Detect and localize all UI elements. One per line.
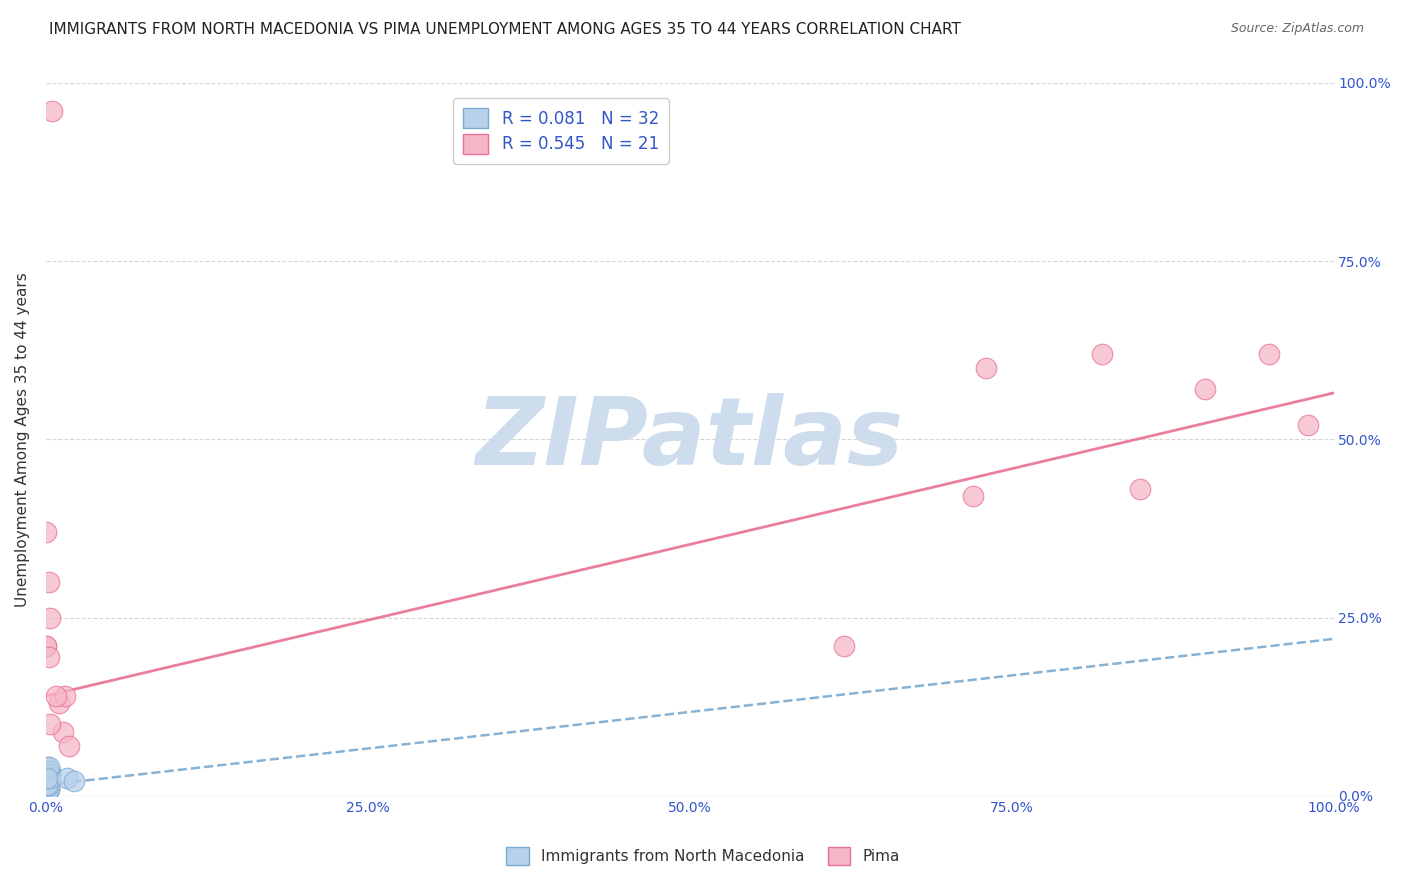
Point [37,778,59,792]
Point [974,361,997,376]
Point [38,760,60,774]
Point [38,771,60,785]
Legend: Immigrants from North Macedonia, Pima: Immigrants from North Macedonia, Pima [501,841,905,871]
Point [1258,347,1281,361]
Point [41,104,63,119]
Point [38,649,60,664]
Point [38,774,60,789]
Point [37,771,59,785]
Text: IMMIGRANTS FROM NORTH MACEDONIA VS PIMA UNEMPLOYMENT AMONG AGES 35 TO 44 YEARS C: IMMIGRANTS FROM NORTH MACEDONIA VS PIMA … [49,22,962,37]
Point [38,767,60,781]
Point [38,781,60,796]
Point [37,774,59,789]
Point [38,767,60,781]
Point [37,760,59,774]
Point [38,610,60,624]
Point [832,639,855,653]
Point [38,781,60,796]
Point [38,771,60,785]
Point [37,771,59,785]
Point [38,778,60,792]
Point [37,764,59,778]
Point [37,774,59,789]
Text: Source: ZipAtlas.com: Source: ZipAtlas.com [1230,22,1364,36]
Point [37,771,59,785]
Point [52,724,75,739]
Point [37,771,59,785]
Point [37,764,59,778]
Point [53,689,76,703]
Point [35,639,58,653]
Point [38,774,60,789]
Point [1091,347,1114,361]
Point [37,767,59,781]
Point [1129,482,1152,496]
Point [48,696,70,710]
Text: ZIPatlas: ZIPatlas [475,393,904,485]
Point [45,689,67,703]
Point [38,771,60,785]
Point [35,524,58,539]
Point [37,778,59,792]
Point [38,717,60,731]
Point [38,574,60,589]
Point [962,489,984,503]
Point [38,764,60,778]
Point [63,774,86,789]
Y-axis label: Unemployment Among Ages 35 to 44 years: Unemployment Among Ages 35 to 44 years [15,272,30,607]
Point [38,781,60,796]
Point [38,771,60,785]
Point [38,767,60,781]
Point [35,639,58,653]
Point [38,771,60,785]
Point [35,774,58,789]
Point [1194,383,1216,397]
Point [1296,418,1319,433]
Legend: R = 0.081   N = 32, R = 0.545   N = 21: R = 0.081 N = 32, R = 0.545 N = 21 [453,98,669,163]
Point [38,767,60,781]
Point [58,739,80,753]
Point [55,771,77,785]
